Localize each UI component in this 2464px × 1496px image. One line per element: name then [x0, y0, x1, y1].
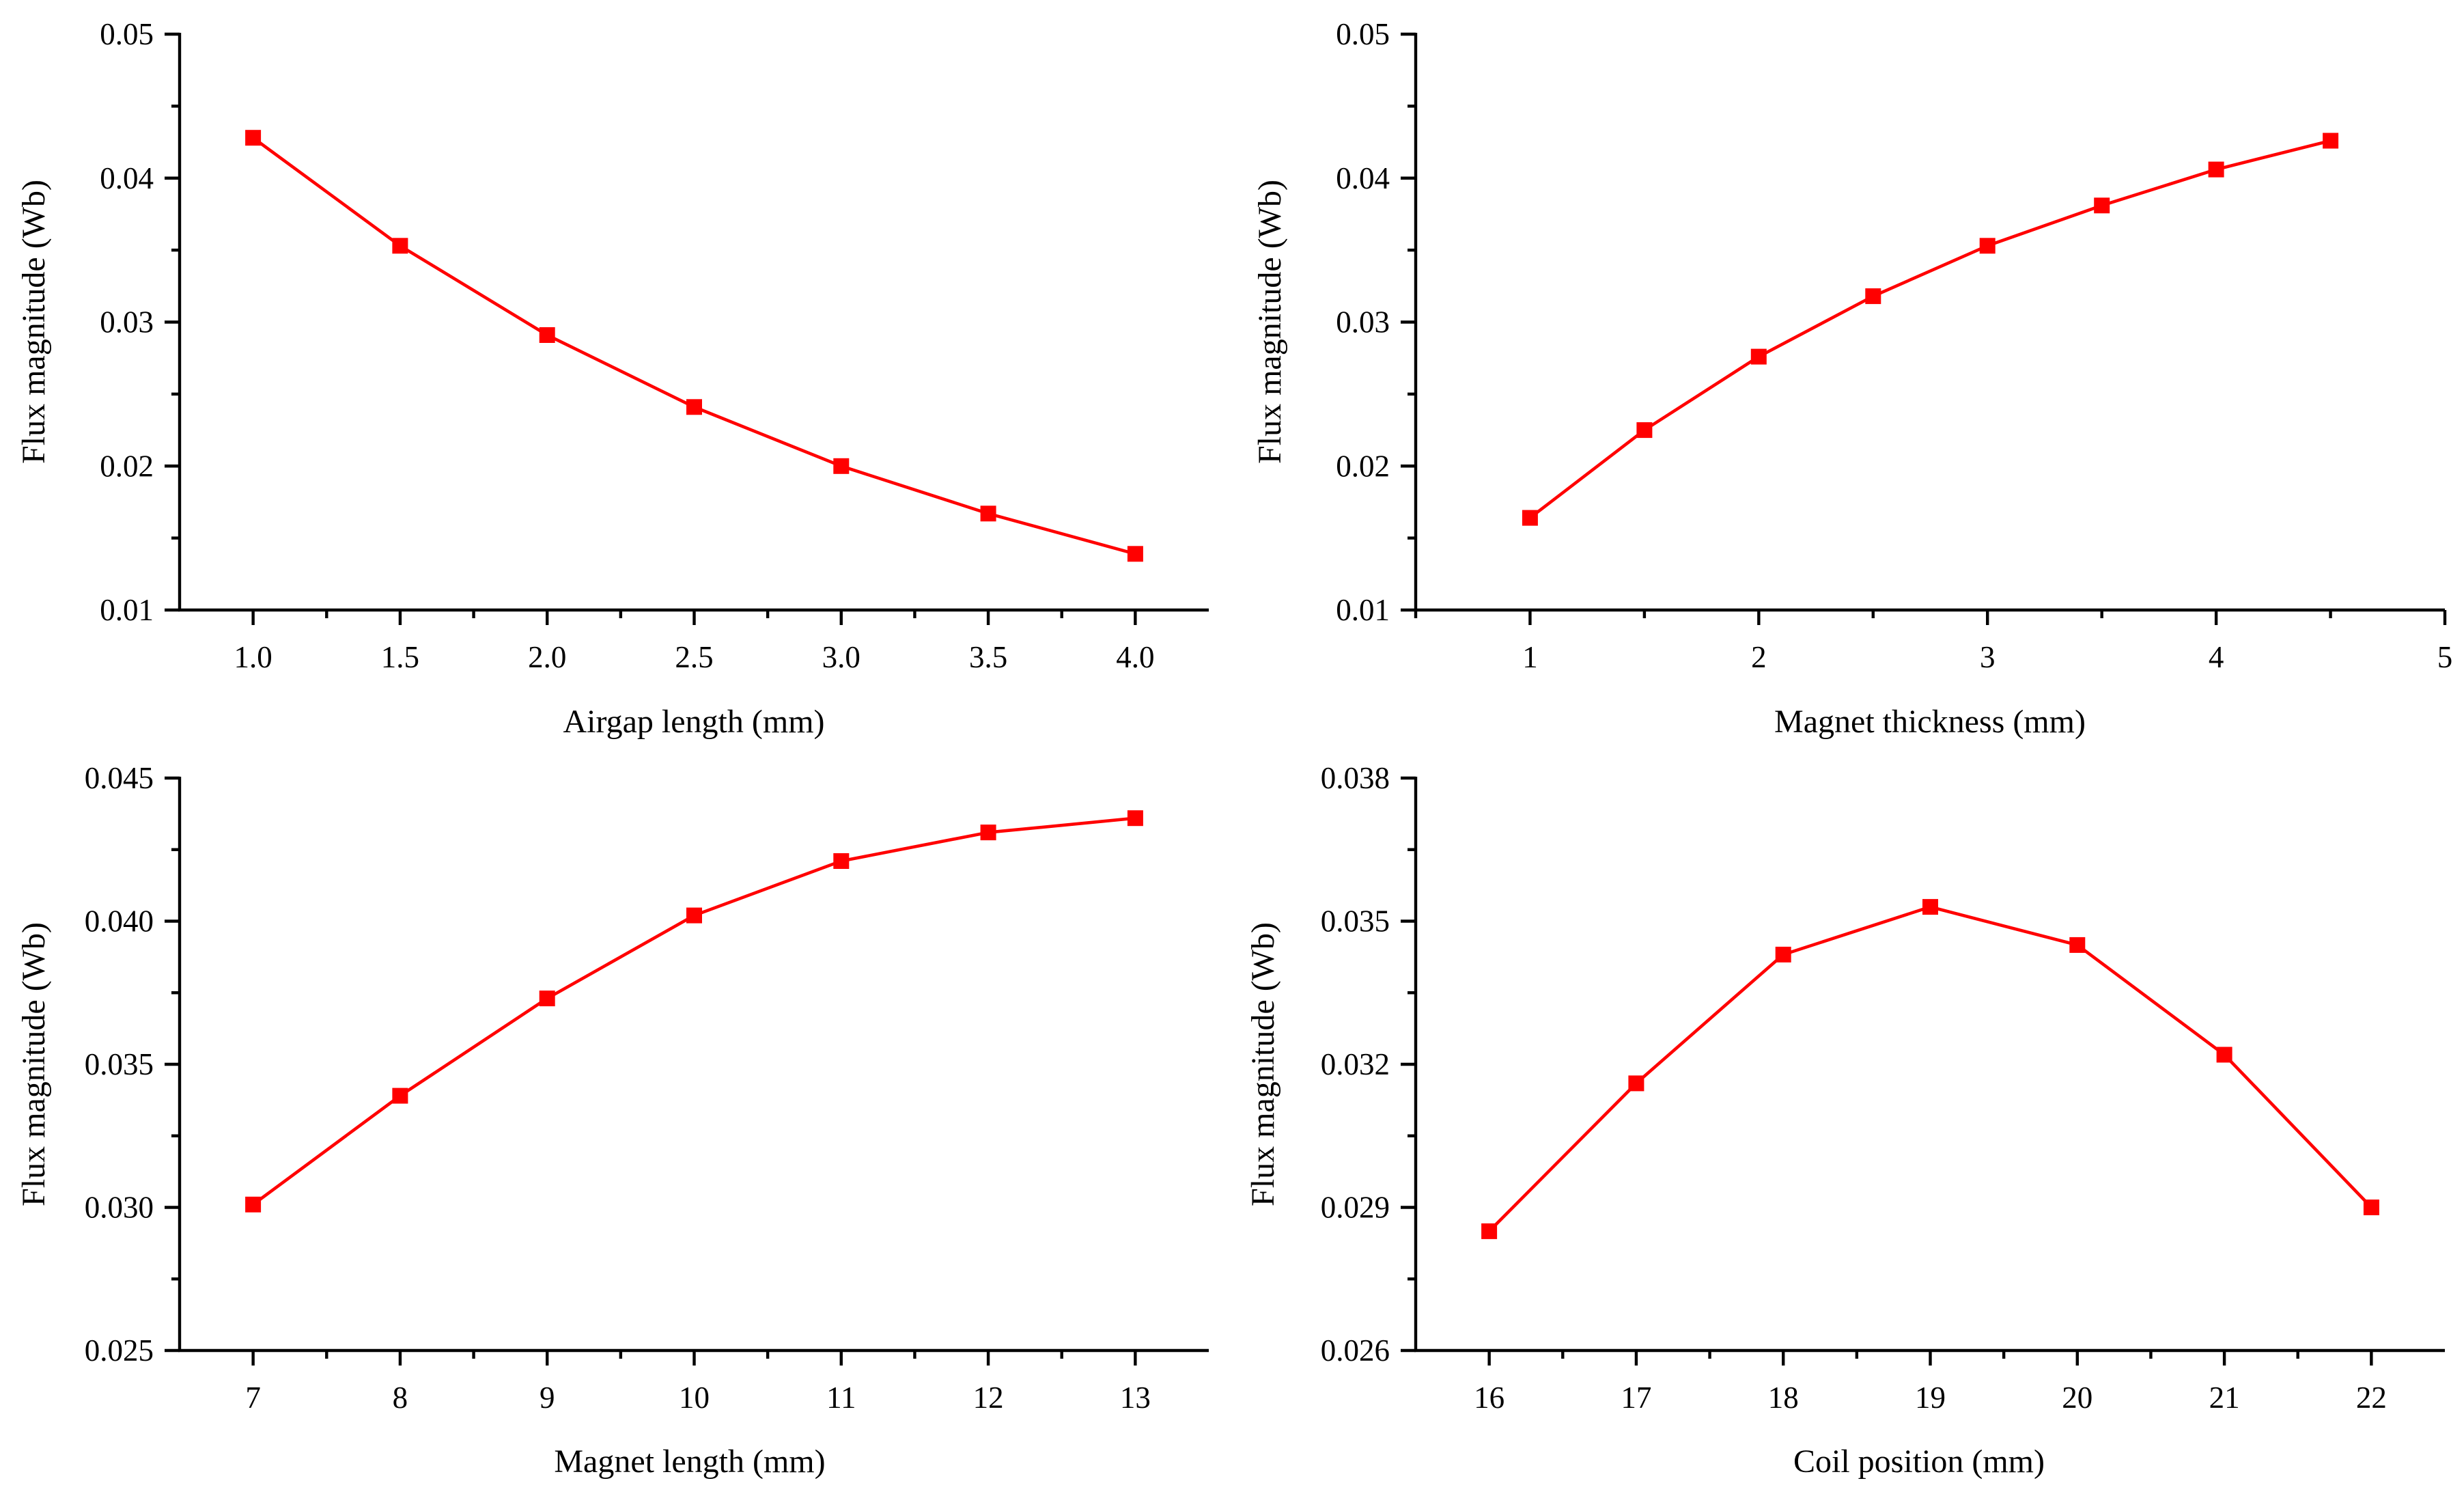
- x-tick-label: 5: [2437, 640, 2453, 674]
- data-point: [2323, 133, 2339, 149]
- chart-panel-magnet-length: Magnet length (mm) Flux magnitude (Wb) 7…: [16, 761, 1209, 1480]
- series-line: [1528, 139, 2332, 519]
- data-point: [539, 327, 555, 343]
- y-tick-label: 0.04: [1336, 161, 1390, 195]
- data-point: [1127, 810, 1143, 827]
- y-tick-label: 0.026: [1321, 1333, 1390, 1368]
- y-tick-label: 0.02: [100, 449, 154, 483]
- data-point: [2216, 1047, 2232, 1063]
- x-tick-label: 12: [973, 1381, 1004, 1415]
- data-point: [245, 1196, 262, 1213]
- data-point: [1481, 1223, 1498, 1239]
- data-point: [245, 130, 262, 146]
- data-point: [539, 991, 555, 1007]
- data-point: [392, 238, 408, 254]
- x-tick-label: 1.5: [381, 640, 419, 674]
- x-axis-label: Airgap length (mm): [563, 704, 824, 740]
- y-tick-label: 0.05: [1336, 17, 1390, 51]
- data-point: [1775, 946, 1791, 962]
- x-tick-label: 11: [826, 1381, 856, 1415]
- y-tick-label: 0.045: [85, 761, 154, 795]
- y-tick-label: 0.025: [85, 1333, 154, 1368]
- data-point: [2208, 161, 2224, 178]
- y-tick-label: 0.029: [1321, 1191, 1390, 1225]
- x-tick-label: 2: [1751, 640, 1767, 674]
- data-point: [1522, 510, 1538, 526]
- data-point: [1865, 288, 1881, 305]
- x-tick-label: 17: [1621, 1381, 1651, 1415]
- x-axis-label: Coil position (mm): [1793, 1443, 2045, 1480]
- y-tick-label: 0.04: [100, 161, 154, 195]
- data-point: [686, 907, 702, 924]
- x-tick-label: 9: [540, 1381, 555, 1415]
- y-tick-label: 0.030: [85, 1191, 154, 1225]
- data-point: [980, 825, 996, 841]
- y-tick-label: 0.03: [100, 305, 154, 340]
- y-axis-label: Flux magnitude (Wb): [1252, 180, 1288, 464]
- x-tick-label: 4.0: [1116, 640, 1154, 674]
- y-tick-label: 0.01: [1336, 593, 1390, 627]
- data-point: [1750, 348, 1767, 365]
- y-tick-label: 0.035: [1321, 904, 1390, 939]
- data-point: [1922, 899, 1938, 915]
- x-tick-label: 20: [2062, 1381, 2092, 1415]
- y-tick-label: 0.038: [1321, 761, 1390, 795]
- x-tick-label: 3: [1980, 640, 1996, 674]
- x-tick-label: 8: [393, 1381, 408, 1415]
- x-tick-label: 1.0: [234, 640, 272, 674]
- x-tick-label: 19: [1915, 1381, 1946, 1415]
- data-point: [686, 399, 702, 415]
- data-point: [1636, 422, 1653, 439]
- x-tick-label: 21: [2209, 1381, 2240, 1415]
- y-tick-label: 0.02: [1336, 449, 1390, 483]
- x-axis-label: Magnet length (mm): [554, 1443, 825, 1480]
- y-tick-label: 0.05: [100, 17, 154, 51]
- y-tick-label: 0.03: [1336, 305, 1390, 340]
- data-point: [1628, 1075, 1644, 1092]
- x-tick-label: 22: [2356, 1381, 2387, 1415]
- x-tick-label: 1: [1522, 640, 1538, 674]
- chart-panel-airgap: Airgap length (mm) Flux magnitude (Wb) 1…: [16, 17, 1209, 740]
- y-axis-label: Flux magnitude (Wb): [16, 180, 52, 464]
- x-tick-label: 10: [679, 1381, 710, 1415]
- data-point: [1979, 238, 1996, 254]
- x-tick-label: 3.0: [822, 640, 860, 674]
- x-axis-label: Magnet thickness (mm): [1774, 704, 2086, 740]
- x-tick-label: 18: [1768, 1381, 1799, 1415]
- data-point: [2069, 937, 2086, 953]
- x-tick-label: 2.0: [528, 640, 566, 674]
- x-tick-label: 3.5: [969, 640, 1007, 674]
- y-tick-label: 0.040: [85, 904, 154, 939]
- x-tick-label: 2.5: [675, 640, 713, 674]
- data-point: [1127, 546, 1143, 562]
- y-axis-label: Flux magnitude (Wb): [1245, 922, 1281, 1206]
- data-point: [833, 853, 850, 869]
- y-tick-label: 0.01: [100, 593, 154, 627]
- y-tick-label: 0.032: [1321, 1047, 1390, 1081]
- x-tick-label: 13: [1120, 1381, 1151, 1415]
- chart-panel-coil-position: Coil position (mm) Flux magnitude (Wb) 1…: [1245, 761, 2445, 1480]
- data-point: [833, 458, 850, 474]
- y-tick-label: 0.035: [85, 1047, 154, 1081]
- x-tick-label: 4: [2209, 640, 2224, 674]
- x-tick-label: 7: [245, 1381, 261, 1415]
- x-tick-label: 16: [1474, 1381, 1504, 1415]
- chart-panel-magnet-thickness: Magnet thickness (mm) Flux magnitude (Wb…: [1252, 17, 2452, 740]
- data-point: [980, 505, 996, 522]
- data-point: [392, 1088, 408, 1104]
- data-point: [2363, 1200, 2379, 1215]
- y-axis-label: Flux magnitude (Wb): [16, 922, 52, 1206]
- data-point: [2094, 197, 2110, 214]
